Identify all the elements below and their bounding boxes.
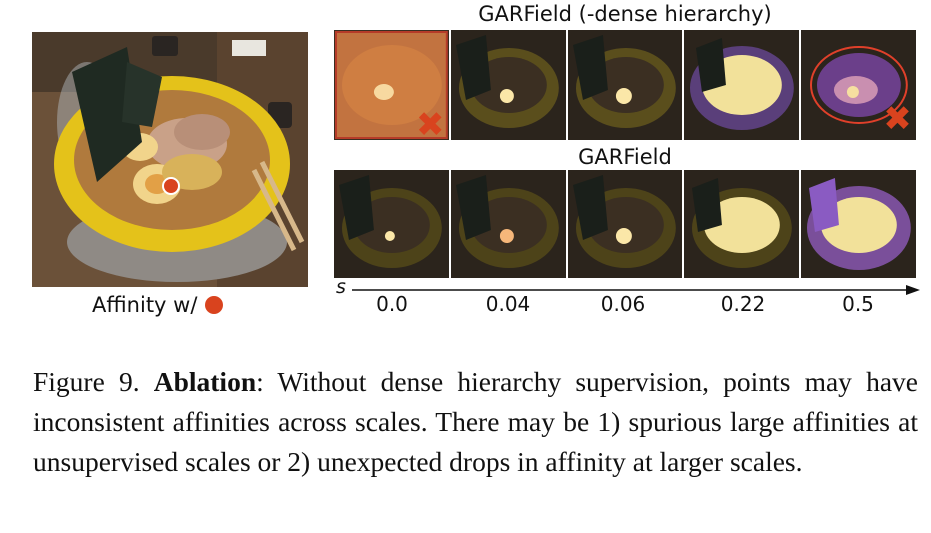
ablation-row: ✖ [334,30,916,140]
row-title-garfield: GARField [578,145,672,169]
caption-prefix: Figure 9. [33,366,154,397]
garfield-tile-s022 [684,170,800,278]
ablation-tile-s004 [450,30,566,140]
affinity-label-text: Affinity w/ [92,293,198,317]
garfield-tile-s006 [567,170,683,278]
garfield-tile-s0 [334,170,449,278]
scale-tick-label: 0.06 [600,292,646,316]
scale-tick-label: 0.5 [842,292,874,316]
garfield-tile-s004 [450,170,566,278]
red-dot-marker-icon [205,296,224,314]
red-x-mark-icon: ✖ [883,99,912,139]
scale-tick-label: 0.22 [720,292,766,316]
garfield-row [334,170,916,278]
reference-photo [32,32,308,287]
red-x-mark-icon: ✖ [416,105,445,140]
garfield-tile-s05 [801,170,916,278]
ablation-tile-s0: ✖ [334,30,449,140]
scale-axis-symbol: s [336,276,346,298]
scale-tick-label: 0.0 [376,292,408,316]
figure-caption: Figure 9. Ablation: Without dense hierar… [33,362,918,482]
scale-axis [352,285,920,295]
caption-bold: Ablation [153,366,257,397]
ablation-tile-s022 [684,30,800,140]
ablation-tile-s05: ✖ [801,30,916,140]
row-title-dense-ablation: GARField (-dense hierarchy) [478,2,772,26]
affinity-label: Affinity w/ [92,293,224,317]
caption-text: : Without dense hierarchy supervision, p… [33,366,918,477]
scale-tick-label: 0.04 [485,292,531,316]
ablation-tile-s006 [567,30,683,140]
